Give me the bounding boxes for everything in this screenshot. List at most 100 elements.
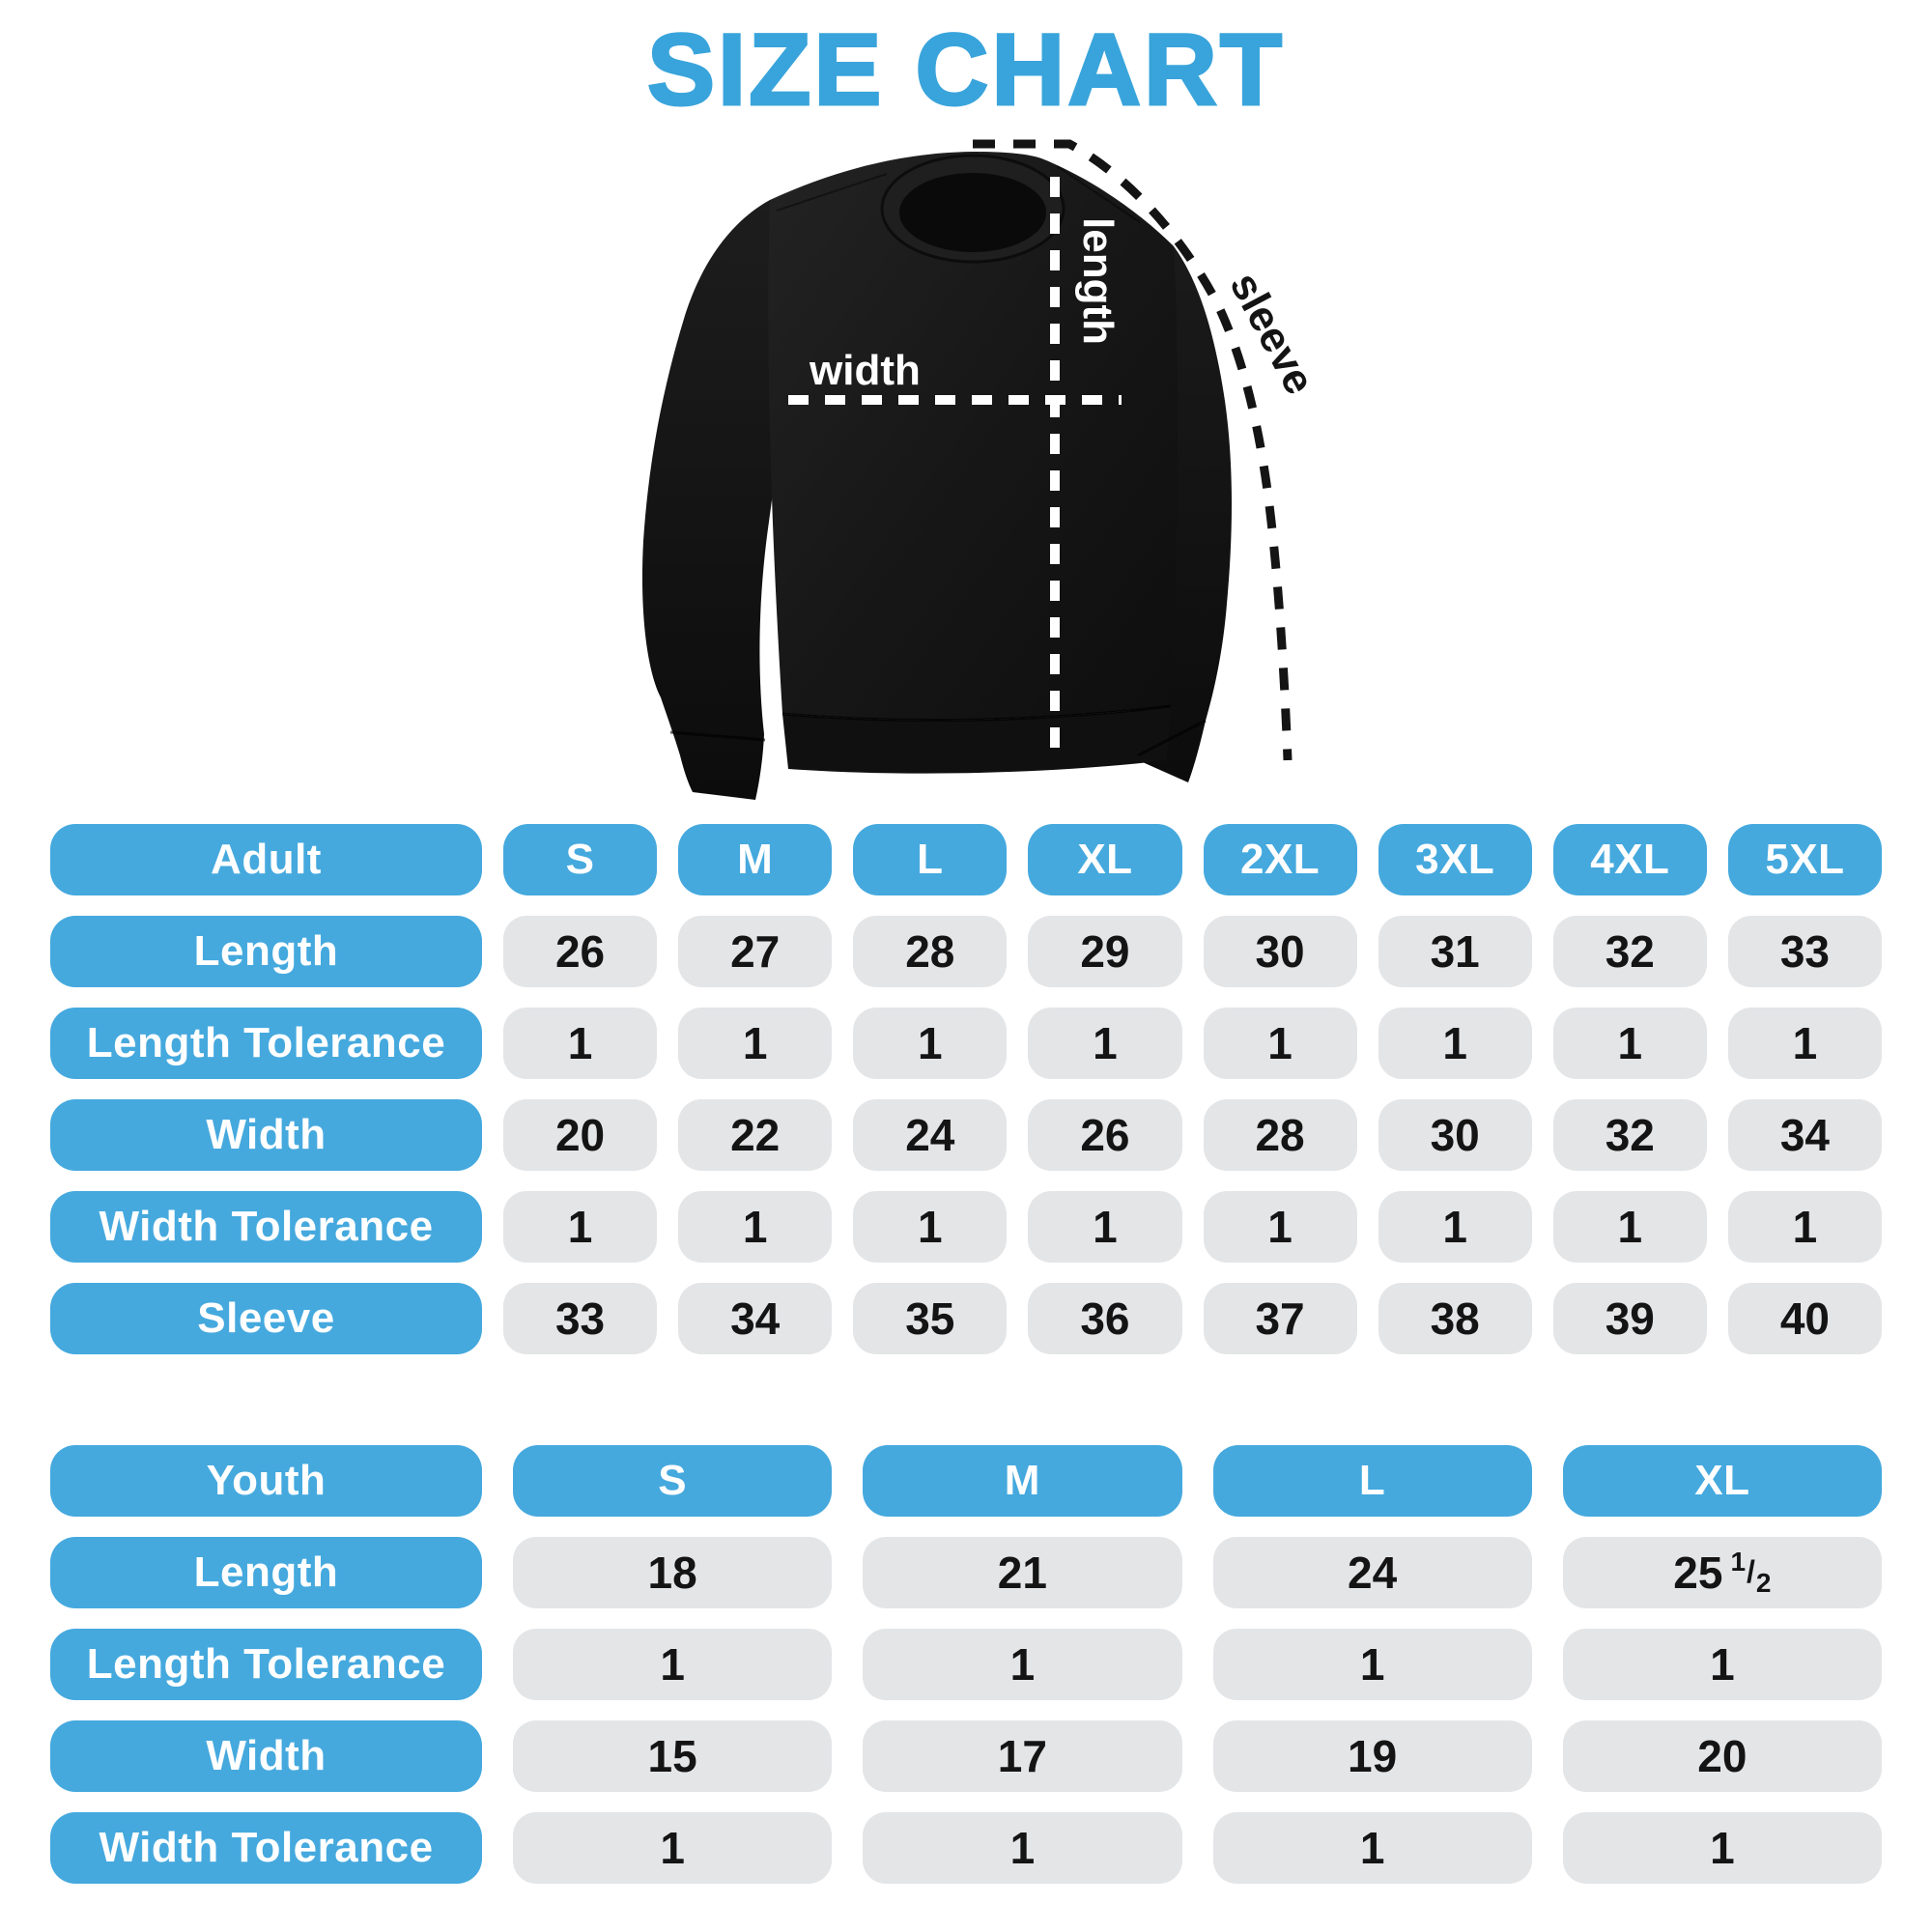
fraction-numerator: 1	[1730, 1547, 1747, 1577]
size-value-cell: 1	[1378, 1191, 1532, 1263]
left-sleeve	[641, 200, 785, 800]
size-value-cell: 34	[1727, 1099, 1882, 1171]
row-label-pill: Width	[50, 1099, 482, 1171]
size-header-pill: 2XL	[1203, 824, 1357, 895]
size-value-cell: 1	[678, 1191, 833, 1263]
table-title-pill: Youth	[50, 1445, 482, 1517]
size-value-cell: 1	[1562, 1812, 1882, 1884]
right-shoulder-seam	[1056, 165, 1141, 223]
size-value-cell: 1	[1727, 1191, 1882, 1263]
hem-band	[782, 706, 1171, 774]
right-cuff-seam	[1137, 719, 1207, 757]
length-label: length	[1074, 217, 1122, 345]
size-header-pill: XL	[1562, 1445, 1882, 1517]
row-label-pill: Width Tolerance	[50, 1812, 482, 1884]
size-value-cell: 37	[1203, 1283, 1357, 1354]
size-value-cell: 36	[1028, 1283, 1182, 1354]
size-header-pill: XL	[1028, 824, 1182, 895]
size-value-cell: 20	[1562, 1720, 1882, 1792]
fraction-denominator: 2	[1755, 1568, 1772, 1598]
adult-size-table: Adult S M L XL 2XL 3XL 4XL 5XL Length 26 27 28 29 30 31…	[50, 824, 1882, 1375]
size-value-cell: 1	[863, 1629, 1182, 1700]
table-row: Width 20 22 24 26 28 30 32 34	[50, 1099, 1882, 1171]
size-value-cell: 1	[853, 1008, 1008, 1079]
size-value-cell: 18	[513, 1537, 833, 1608]
size-value-cell: 1	[1028, 1008, 1182, 1079]
size-value-cell: 28	[853, 916, 1008, 987]
row-label-pill: Sleeve	[50, 1283, 482, 1354]
size-header-pill: 5XL	[1727, 824, 1882, 895]
size-value-cell: 33	[1727, 916, 1882, 987]
size-value-cell: 1	[1203, 1008, 1357, 1079]
left-shoulder-seam	[776, 173, 888, 212]
size-value-cell: 1	[1727, 1008, 1882, 1079]
size-value-cell: 1	[1562, 1629, 1882, 1700]
sleeve-measure-line	[973, 139, 1293, 761]
size-value-cell: 1	[1203, 1191, 1357, 1263]
size-value-cell: 1	[863, 1812, 1182, 1884]
row-label-pill: Length	[50, 1537, 482, 1608]
table-row: Length 18 21 24 25 1/2	[50, 1537, 1882, 1608]
table-row: Width Tolerance 1 1 1 1	[50, 1812, 1882, 1884]
size-header-pill: L	[1212, 1445, 1532, 1517]
table-title-pill: Adult	[50, 824, 482, 895]
size-value-cell: 20	[503, 1099, 658, 1171]
table-header-row: Adult S M L XL 2XL 3XL 4XL 5XL	[50, 824, 1882, 895]
row-label-pill: Length Tolerance	[50, 1629, 482, 1700]
row-label-pill: Length	[50, 916, 482, 987]
size-value-cell: 22	[678, 1099, 833, 1171]
size-value-cell: 1	[1378, 1008, 1532, 1079]
fraction-slash: /	[1747, 1554, 1755, 1589]
size-value-cell: 34	[678, 1283, 833, 1354]
size-value-cell: 1	[1552, 1191, 1707, 1263]
size-value-cell: 28	[1203, 1099, 1357, 1171]
row-label-pill: Width Tolerance	[50, 1191, 482, 1263]
page-title: SIZE CHART	[646, 14, 1285, 127]
size-value-cell: 32	[1552, 1099, 1707, 1171]
table-row: Sleeve 33 34 35 36 37 38 39 40	[50, 1283, 1882, 1354]
size-value-cell: 30	[1378, 1099, 1532, 1171]
size-value-cell: 19	[1212, 1720, 1532, 1792]
sleeve-label: sleeve	[1221, 265, 1323, 402]
size-value-cell: 35	[853, 1283, 1008, 1354]
size-value-cell: 1	[1212, 1629, 1532, 1700]
size-value-cell: 39	[1552, 1283, 1707, 1354]
size-header-pill: S	[513, 1445, 833, 1517]
size-value-cell: 1	[513, 1629, 833, 1700]
shirt-body	[768, 152, 1179, 721]
size-header-pill: M	[678, 824, 833, 895]
size-value-cell: 1	[503, 1008, 658, 1079]
size-value-cell: 1	[1028, 1191, 1182, 1263]
size-header-pill: 3XL	[1378, 824, 1532, 895]
table-row: Width Tolerance 1 1 1 1 1 1 1 1	[50, 1191, 1882, 1263]
size-header-pill: L	[853, 824, 1008, 895]
size-value-cell: 1	[1552, 1008, 1707, 1079]
size-value-cell: 32	[1552, 916, 1707, 987]
size-value-cell: 15	[513, 1720, 833, 1792]
size-value-cell: 29	[1028, 916, 1182, 987]
size-value-cell: 21	[863, 1537, 1182, 1608]
table-row: Length 26 27 28 29 30 31 32 33	[50, 916, 1882, 987]
youth-size-table: Youth S M L XL Length 18 21 24 25 1/2 Length Tolera…	[50, 1445, 1882, 1904]
size-value-cell: 27	[678, 916, 833, 987]
width-label: width	[809, 347, 921, 394]
hem-seam	[781, 704, 1172, 723]
table-row: Length Tolerance 1 1 1 1 1 1 1 1	[50, 1008, 1882, 1079]
row-label-pill: Length Tolerance	[50, 1008, 482, 1079]
size-value-cell: 25 1/2	[1562, 1537, 1882, 1608]
measure-lines	[788, 139, 1293, 761]
collar-band-outline	[880, 154, 1065, 264]
half-fraction: 1/2	[1730, 1547, 1771, 1599]
collar-opening	[899, 173, 1046, 252]
table-row: Length Tolerance 1 1 1 1	[50, 1629, 1882, 1700]
size-value-cell: 40	[1727, 1283, 1882, 1354]
left-cuff-seam	[669, 730, 766, 742]
size-value-cell: 1	[853, 1191, 1008, 1263]
size-value-cell: 24	[853, 1099, 1008, 1171]
size-header-pill: 4XL	[1552, 824, 1707, 895]
size-value-cell: 26	[503, 916, 658, 987]
sweatshirt-diagram-svg: width length sleeve	[641, 139, 1323, 800]
row-label-pill: Width	[50, 1720, 482, 1792]
table-row: Width 15 17 19 20	[50, 1720, 1882, 1792]
